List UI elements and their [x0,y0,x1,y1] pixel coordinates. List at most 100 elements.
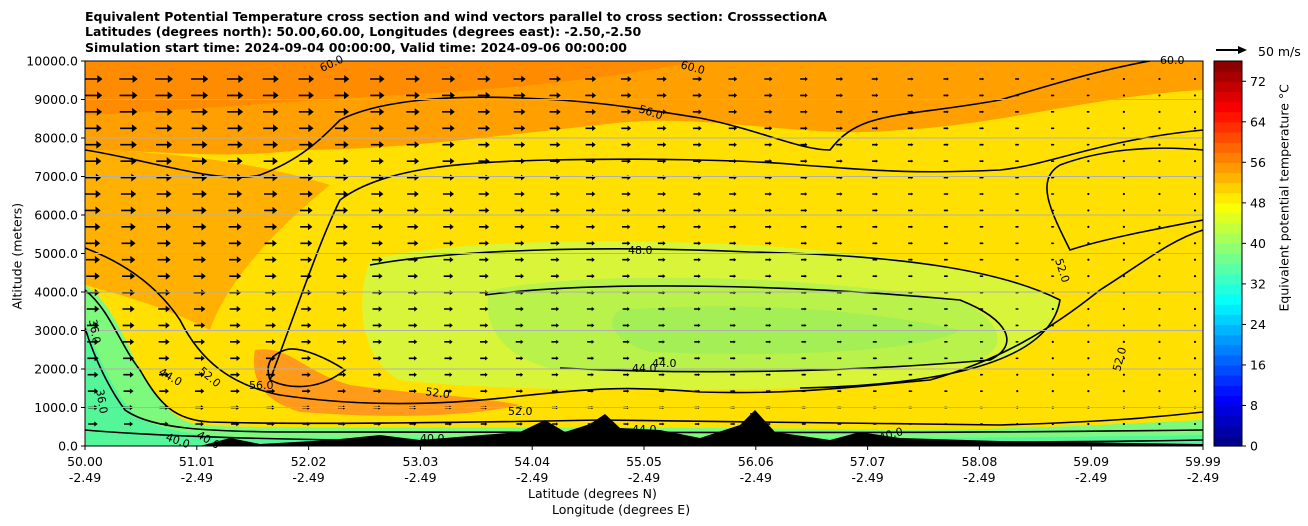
wind-vector [1122,160,1126,163]
wind-vector [515,257,525,263]
wind-vector [800,208,808,213]
wind-vector [907,143,914,147]
wind-vector [336,322,347,329]
colorbar-segment [1214,415,1242,427]
wind-vector [1051,160,1055,163]
wind-vector [621,158,631,164]
colorbar-segment [1214,395,1242,407]
wind-vector [371,207,384,214]
wind-vector [335,173,349,182]
wind-vector [442,190,455,198]
wind-vector [801,307,807,311]
wind-vector [693,208,702,213]
wind-vector [265,305,277,313]
wind-vector [1087,242,1090,245]
x-tick-label-longitude: -2.49 [181,470,213,485]
wind-vector [1015,94,1020,97]
wind-vector [194,388,205,394]
colorbar-segment [1214,344,1242,356]
wind-vector [514,141,526,148]
wind-vector [85,124,102,133]
wind-vector [1193,275,1197,278]
wind-vector [587,323,595,328]
wind-vector [193,256,207,264]
wind-vector [370,107,385,116]
wind-vector [373,355,382,361]
x-tick-label-latitude: 57.07 [850,454,886,469]
contour-label-44-b: 44.0 [632,362,657,375]
wind-vector [1158,324,1161,327]
x-tick-label-longitude: -2.49 [1075,470,1107,485]
wind-vector [1087,176,1090,179]
wind-vector [1051,176,1055,179]
y-tick-label: 4000.0 [34,285,78,300]
wind-vector [872,340,878,344]
wind-vector [1016,373,1019,376]
wind-vector [1050,94,1055,97]
wind-vector [908,209,914,212]
wind-vector [157,222,172,231]
wind-vector [194,355,205,362]
wind-vector [1122,307,1126,311]
wind-vector [871,126,879,131]
x-tick-label-latitude: 50.00 [67,454,103,469]
colorbar-tick-label: 0 [1250,439,1258,454]
contour-52-c [1046,147,1203,251]
wind-vector [443,256,454,263]
wind-vector [1193,242,1197,245]
wind-vector [85,206,101,215]
wind-vector [443,289,454,296]
wind-vector [120,190,137,198]
wind-vector [1193,340,1197,343]
contour-56-small [267,348,347,388]
wind-vector [191,140,208,149]
wind-vector [694,340,701,344]
wind-vector [729,191,737,197]
wind-vector [765,356,772,360]
wind-vector [228,190,243,198]
x-tick-label-longitude: -2.49 [851,470,883,485]
wind-vector [264,223,278,231]
y-tick-label: 0.0 [58,439,78,454]
wind-vector [298,107,314,116]
wind-vector [370,91,385,100]
wind-vector [907,126,914,130]
wind-vector [479,240,489,247]
wind-vector [479,273,489,279]
x-tick-label-longitude: -2.49 [740,470,772,485]
wind-vector [587,422,594,426]
wind-vector [908,357,913,360]
wind-vector [836,192,843,196]
wind-vector [156,157,172,166]
wind-vector [515,306,524,312]
wind-vector [979,143,984,146]
wind-vector [1158,110,1161,113]
wind-vector [299,140,314,149]
wind-vector [513,125,526,132]
wind-vector [1051,258,1055,261]
colorbar-segment [1214,162,1242,174]
wind-vector [300,256,313,263]
wind-vector [1015,275,1019,278]
wind-vector [478,124,490,132]
wind-vector [1193,176,1197,179]
x-tick-label-latitude: 54.04 [514,454,550,469]
wind-vector [373,388,382,394]
wind-vector [837,340,842,344]
wind-vector [979,159,984,163]
wind-vector [87,371,99,378]
wind-vector [407,240,419,247]
colorbar-tick-label: 32 [1250,276,1266,291]
wind-vector [586,191,596,197]
wind-vector [337,372,347,378]
wind-vector [765,323,772,327]
wind-vector [1015,225,1020,228]
wind-vector [86,272,100,280]
wind-vector [587,356,595,361]
wind-vector [123,371,134,378]
contour-44-low [85,289,1203,426]
colorbar-segment [1214,304,1242,315]
wind-vector [623,372,630,377]
wind-vector [801,258,807,262]
